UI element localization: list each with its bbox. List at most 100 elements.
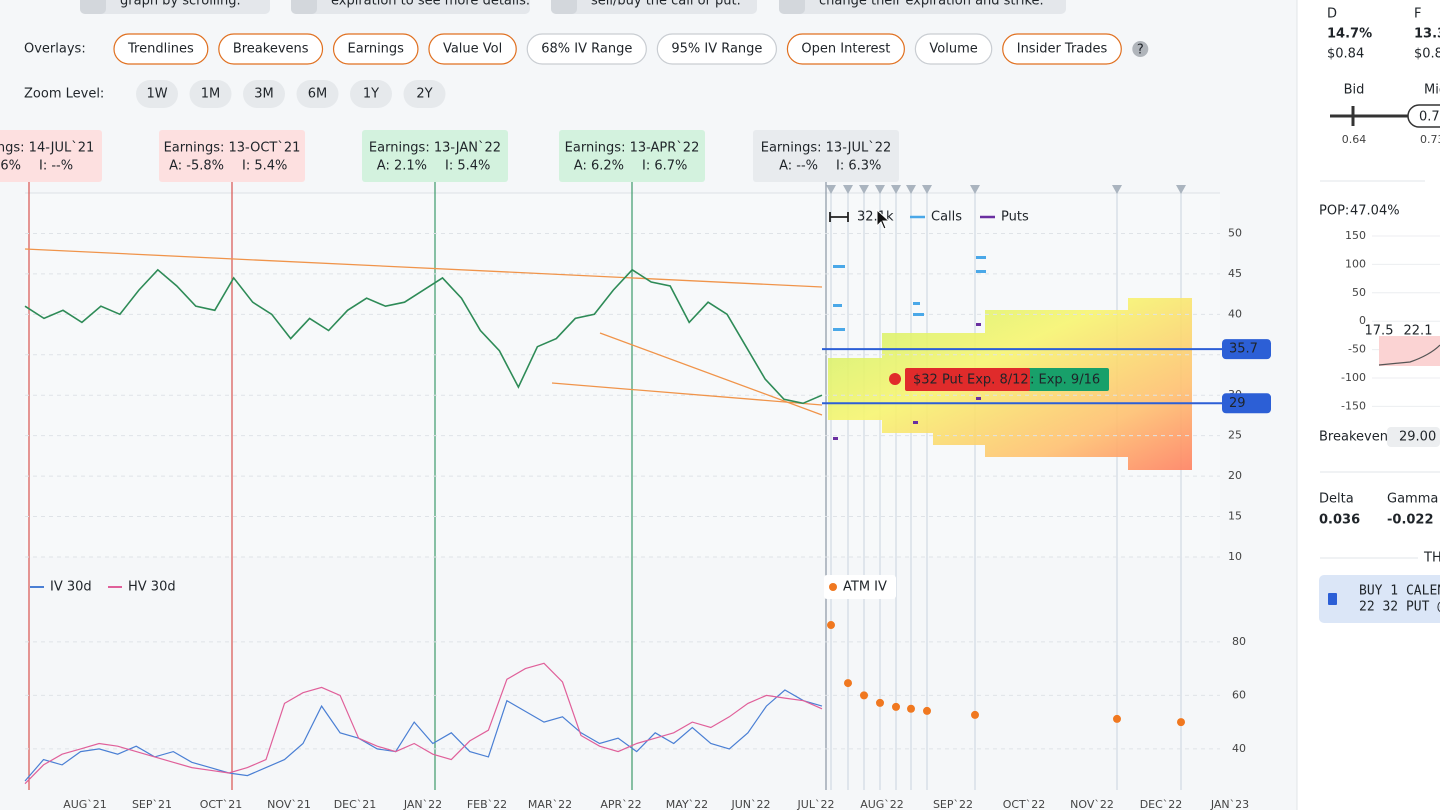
overlay-button[interactable] <box>1002 33 1122 65</box>
zoom-button[interactable] <box>136 80 178 108</box>
earnings-implied: I: 6.3% <box>836 159 881 174</box>
zoom-button[interactable] <box>350 80 392 108</box>
trendline <box>599 332 823 416</box>
overlay-button[interactable] <box>113 33 209 65</box>
breakeven-label-bg <box>1222 393 1271 414</box>
bid-label: Bid <box>1344 83 1365 98</box>
atm-iv-point <box>923 706 931 715</box>
tip-box <box>291 0 530 14</box>
earnings-title: Earnings: 13-APR`22 <box>565 141 700 156</box>
expiration-marker[interactable] <box>859 185 869 194</box>
atm-iv-point <box>860 691 868 700</box>
earnings-box[interactable] <box>0 130 102 182</box>
tag-green[interactable] <box>1010 368 1109 391</box>
overlay-button[interactable] <box>218 33 324 65</box>
x-tick-label: JAN`22 <box>403 798 442 810</box>
greek-label: Gamma <box>1387 492 1438 507</box>
atm-iv-point <box>907 704 915 713</box>
overlay-button[interactable] <box>428 33 517 65</box>
expiration-marker[interactable] <box>843 185 853 194</box>
order-icon <box>1328 593 1337 605</box>
trendline <box>24 248 823 288</box>
calls-oi <box>833 304 842 307</box>
panel-bg <box>1297 0 1440 810</box>
breakeven-label: 35.7 <box>1229 342 1258 357</box>
overlay-button-text: Volume <box>929 42 977 57</box>
expiration-marker[interactable] <box>875 185 885 194</box>
legend-size: 32.1k <box>857 210 894 225</box>
overlay-button[interactable] <box>332 33 419 65</box>
right-panel: D 14.7% $0.84 F 13.3 $0.83 Bid Mid 0.73 0.64 0.73 P… <box>1296 0 1440 810</box>
atm-legend-bg <box>824 575 896 599</box>
overlay-button[interactable] <box>526 33 647 65</box>
col-label: F <box>1414 7 1421 22</box>
y-tick-label: 40 <box>1232 742 1246 755</box>
zoom-button[interactable] <box>296 80 339 108</box>
overlay-button[interactable] <box>914 33 993 65</box>
zoom-button-text: 1W <box>146 87 167 102</box>
help-icon[interactable] <box>1132 41 1149 57</box>
expiration-marker[interactable] <box>906 185 916 194</box>
tip-text: change their expiration and strike. <box>819 0 1044 9</box>
y-tick-label: 80 <box>1232 635 1246 648</box>
pl-axis-label: 0 <box>1359 314 1366 327</box>
greek-value: 0.036 <box>1319 513 1360 528</box>
x-tick-label: JUN`22 <box>730 798 770 810</box>
calls-oi <box>833 265 845 268</box>
atm-iv-point <box>892 702 900 711</box>
overlay-button[interactable] <box>656 33 778 65</box>
atm-legend-label: ATM IV <box>843 580 887 595</box>
order-line: 22 32 PUT @ <box>1359 600 1440 615</box>
overlay-button-text: Open Interest <box>801 42 890 57</box>
atm-iv-point <box>971 710 979 719</box>
tip-box <box>80 0 270 14</box>
legend-puts: Puts <box>1001 210 1029 225</box>
tag-red[interactable] <box>905 368 1030 391</box>
x-tick-label: NOV`21 <box>267 798 311 810</box>
order-box[interactable] <box>1319 575 1440 623</box>
zoom-button-text: 6M <box>308 87 328 102</box>
puts-oi <box>913 421 918 424</box>
zoom-button[interactable] <box>403 80 446 108</box>
expiration-marker[interactable] <box>922 185 932 194</box>
pop-value: 47.04% <box>1350 204 1400 219</box>
tip-icon <box>291 0 317 14</box>
y-tick-label: 60 <box>1232 688 1246 701</box>
zoom-button[interactable] <box>189 80 232 108</box>
expiration-marker[interactable] <box>891 185 901 194</box>
expiration-marker[interactable] <box>970 185 980 194</box>
zoom-button[interactable] <box>243 80 285 108</box>
earnings-box[interactable] <box>362 130 508 182</box>
zoom-button-text: 1Y <box>363 87 379 102</box>
atm-iv-point <box>1177 718 1185 727</box>
earnings-box[interactable] <box>753 130 899 182</box>
slider-knob[interactable] <box>1407 104 1440 128</box>
tip-box <box>551 0 757 14</box>
expiration-marker[interactable] <box>1176 185 1186 194</box>
legend-label: IV 30d <box>50 580 92 595</box>
overlay-button[interactable] <box>786 33 905 65</box>
tip-text: sell/buy the call or put. <box>591 0 741 9</box>
x-tick-label: DEC`21 <box>334 798 377 810</box>
earnings-actual: A: 2.1% <box>377 159 427 174</box>
trendline <box>551 382 823 406</box>
calls-oi <box>976 256 986 259</box>
earnings-implied: I: 6.7% <box>642 159 687 174</box>
y-tick-label: 45 <box>1228 267 1242 280</box>
y-tick-label: 15 <box>1228 510 1242 523</box>
atm-iv-point <box>1113 714 1121 723</box>
earnings-title: Earnings: 13-OCT`21 <box>164 141 301 156</box>
x-tick-label: SEP`22 <box>933 798 973 810</box>
expiration-marker[interactable] <box>1112 185 1122 194</box>
earnings-implied: I: 5.4% <box>445 159 490 174</box>
atm-iv-point <box>844 679 852 688</box>
earnings-actual: A: --% <box>779 159 818 174</box>
order-line: BUY 1 CALEN <box>1359 584 1440 599</box>
overlay-button-text: 68% IV Range <box>541 42 632 57</box>
earnings-box[interactable] <box>159 130 305 182</box>
earnings-box[interactable] <box>559 130 705 182</box>
expiration-marker[interactable] <box>826 185 836 194</box>
pop-label: POP: <box>1319 204 1349 219</box>
x-tick-label: JUL`22 <box>797 798 835 810</box>
